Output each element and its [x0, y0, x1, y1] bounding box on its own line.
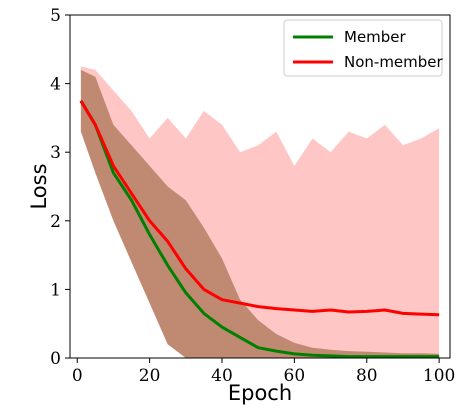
plot-frame — [69, 14, 451, 359]
band-member — [80, 69, 440, 359]
legend-label-member: Member — [344, 28, 407, 46]
y-tick-label: 0 — [50, 349, 61, 369]
x-tick-label: 40 — [211, 366, 233, 386]
x-tick-label: 100 — [423, 366, 455, 386]
y-tick-label: 4 — [50, 75, 61, 95]
line-layer — [79, 100, 440, 359]
x-tick-label: 80 — [356, 366, 378, 386]
x-tick-label: 0 — [72, 366, 83, 386]
y-axis-label: Loss — [27, 163, 51, 209]
legend-label-non-member: Non-member — [344, 53, 444, 71]
y-tick-label: 5 — [50, 6, 61, 26]
y-tick-label: 1 — [50, 280, 61, 300]
y-tick-label: 3 — [50, 143, 61, 163]
band-layer — [80, 66, 440, 359]
x-axis-label: Epoch — [228, 381, 292, 405]
line-member — [79, 100, 440, 359]
x-tick-label: 60 — [284, 366, 306, 386]
line-non-member — [79, 100, 440, 317]
tick-layer: 0 20 40 60 80 100 0 1 2 3 4 5 — [50, 6, 455, 386]
legend: Member Non-member — [283, 19, 444, 77]
x-tick-label: 20 — [139, 366, 161, 386]
y-tick-label: 2 — [50, 212, 61, 232]
